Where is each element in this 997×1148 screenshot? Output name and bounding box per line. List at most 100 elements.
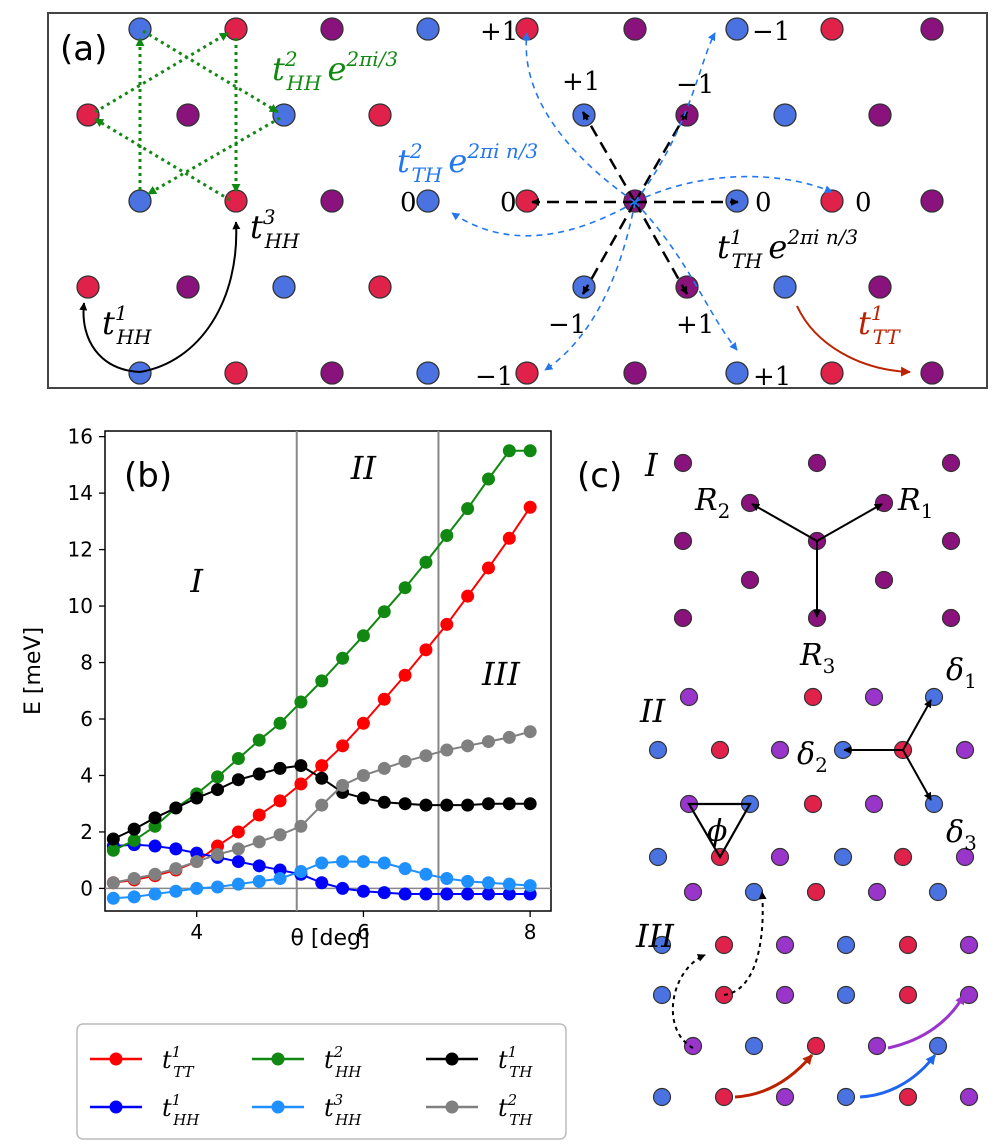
data-point: [523, 725, 537, 739]
data-point: [419, 887, 433, 901]
region-III-label: III: [635, 917, 675, 955]
r-vectors: [751, 503, 883, 618]
data-point: [440, 872, 454, 886]
tHH3-label: t3 HH: [250, 205, 300, 253]
data-point: [377, 761, 391, 775]
data-point: [398, 797, 412, 811]
data-point: [398, 887, 412, 901]
tth1-rays: [531, 111, 739, 295]
lattice-site: [128, 361, 152, 385]
data-point: [502, 730, 516, 744]
legend-marker: [271, 1100, 285, 1114]
legend-label: t2 TH: [498, 1091, 533, 1129]
data-point: [440, 617, 454, 631]
lattice-site: [803, 794, 823, 814]
legend-label: t2 HH: [324, 1043, 362, 1081]
data-point: [211, 848, 225, 862]
panel-c: (c) ϕ I II III R1 R2 R3: [577, 446, 979, 1107]
data-point: [294, 777, 308, 791]
data-point: [211, 783, 225, 797]
phase-label: 0: [500, 188, 517, 218]
data-point: [502, 797, 516, 811]
lattice-site: [710, 740, 730, 760]
delta2-label: δ2: [797, 737, 828, 777]
lattice-site: [836, 935, 856, 955]
data-point: [440, 528, 454, 542]
lattice-site: [224, 189, 248, 213]
y-tick-label: 16: [68, 425, 93, 449]
phase-label: +1: [480, 17, 518, 47]
lattice-site: [740, 570, 760, 590]
chart-title: (b): [124, 456, 172, 496]
y-tick-label: 8: [80, 651, 93, 675]
data-point: [481, 735, 495, 749]
data-point: [481, 797, 495, 811]
lattice-site: [770, 847, 790, 867]
lattice-site: [679, 687, 699, 707]
lattice-site: [773, 275, 797, 299]
lattice-site: [272, 275, 296, 299]
data-point: [377, 605, 391, 619]
data-point: [461, 589, 475, 603]
delta-vectors: [843, 699, 932, 801]
lattice-site: [652, 1087, 672, 1107]
data-point: [356, 629, 370, 643]
lattice-site: [272, 103, 296, 127]
data-point: [356, 716, 370, 730]
lattice-site: [673, 453, 693, 473]
lattice-site: [941, 531, 961, 551]
series-hh3: [106, 855, 537, 905]
panel-a: (a) t2 HH e2πi/3 t3 HH t1 HH t2 TH e2πi n/3 t1…: [47, 12, 988, 392]
lattice-site: [806, 1036, 826, 1056]
data-point: [356, 884, 370, 898]
lattice-site: [725, 17, 749, 41]
lattice-site: [673, 531, 693, 551]
data-point: [106, 832, 120, 846]
data-point: [252, 835, 266, 849]
data-point: [127, 833, 141, 847]
data-point: [148, 839, 162, 853]
legend-marker: [109, 1100, 123, 1114]
lattice-site: [368, 103, 392, 127]
lattice-site: [416, 361, 440, 385]
lattice-site: [320, 189, 344, 213]
data-point: [169, 842, 183, 856]
data-point: [106, 876, 120, 890]
legend-item: t1 TH: [426, 1043, 533, 1081]
data-point: [336, 855, 350, 869]
x-axis-label: θ [deg]: [290, 926, 369, 951]
lattice-site: [868, 103, 892, 127]
data-point: [419, 555, 433, 569]
legend-label: t1 HH: [162, 1091, 200, 1129]
data-point: [336, 778, 350, 792]
lattice-site: [623, 361, 647, 385]
lattice-site: [675, 275, 699, 299]
legend-item: t3 HH: [252, 1091, 362, 1129]
lattice-site: [868, 275, 892, 299]
y-tick-label: 10: [68, 594, 93, 618]
data-point: [294, 819, 308, 833]
data-point: [502, 887, 516, 901]
data-point: [315, 759, 329, 773]
lattice-site: [623, 17, 647, 41]
lattice-site: [740, 493, 760, 513]
data-point: [440, 798, 454, 812]
lattice-site: [725, 361, 749, 385]
data-point: [127, 890, 141, 904]
phase-label: −1: [475, 362, 513, 392]
data-point: [315, 674, 329, 688]
data-point: [461, 887, 475, 901]
data-point: [252, 767, 266, 781]
data-point: [440, 887, 454, 901]
region-label: I: [189, 562, 204, 600]
r1-label: R1: [897, 483, 933, 523]
lattice-site: [176, 275, 200, 299]
data-point: [315, 856, 329, 870]
y-tick-label: 14: [68, 481, 93, 505]
data-point: [294, 864, 308, 878]
data-point: [356, 791, 370, 805]
phase-label: −1: [548, 310, 586, 340]
